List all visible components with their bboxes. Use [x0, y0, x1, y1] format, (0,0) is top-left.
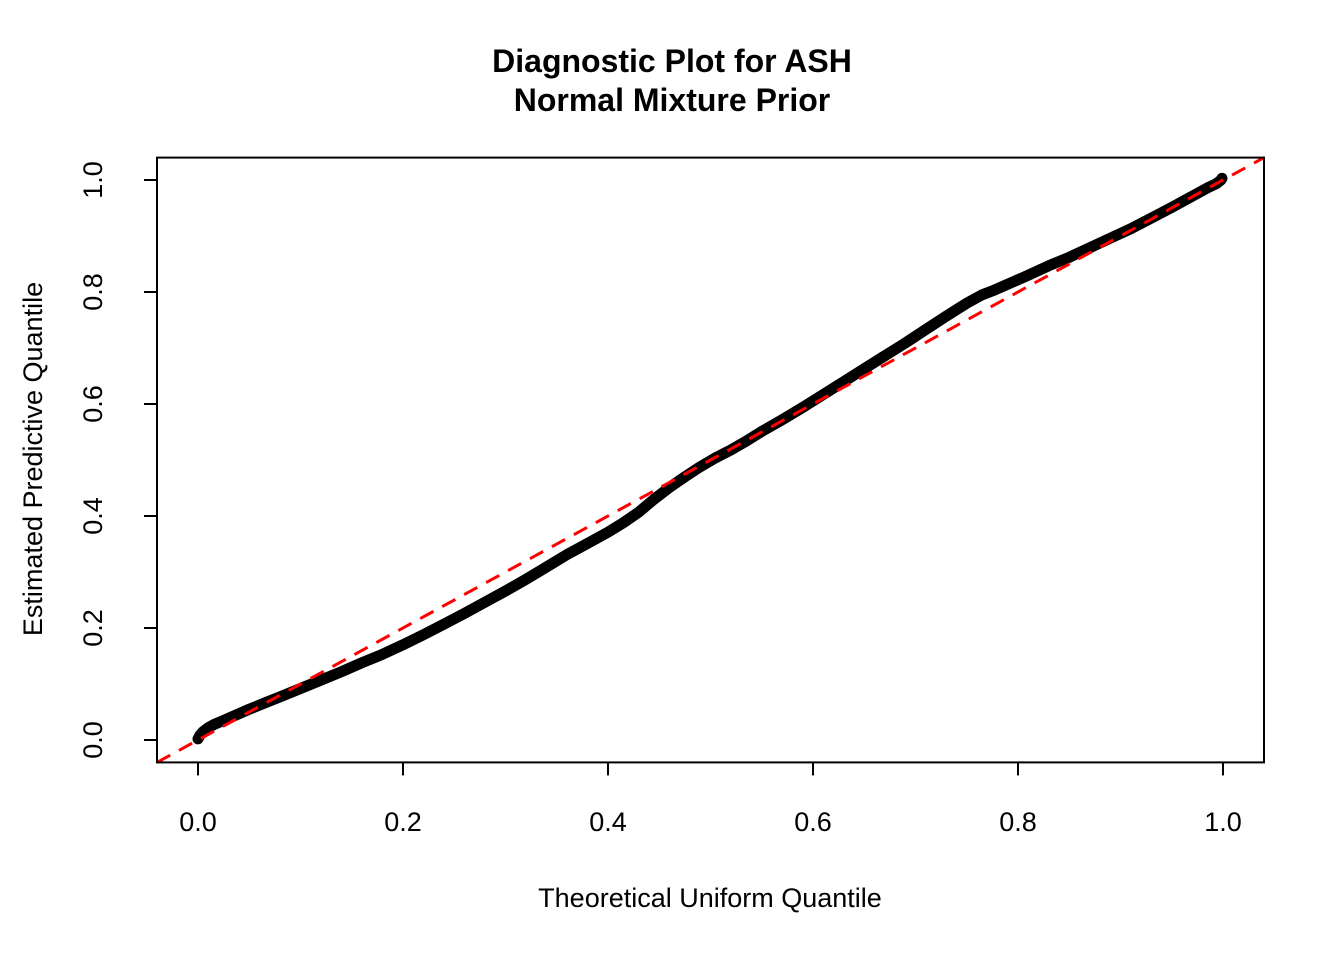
y-tick-label: 0.0 — [78, 721, 108, 759]
identity-reference-line — [156, 156, 1265, 764]
y-tick-label: 0.6 — [78, 385, 108, 423]
axes-layer: 0.0 0.2 0.4 0.6 0.8 1.0 0.0 0.2 0.4 0.6 0.8 1.0 — [78, 161, 1242, 837]
y-tick-label: 0.8 — [78, 273, 108, 311]
y-tick-label: 1.0 — [78, 161, 108, 199]
x-tick-label: 0.4 — [589, 807, 627, 837]
x-tick-label: 0.2 — [384, 807, 422, 837]
x-tick-label: 1.0 — [1204, 807, 1242, 837]
series-layer — [156, 156, 1265, 764]
estimated-predictive-quantiles — [192, 172, 1228, 745]
y-axis-label: Estimated Predictive Quantile — [18, 282, 48, 636]
frame-layer — [156, 156, 1265, 764]
x-axis-label: Theoretical Uniform Quantile — [538, 883, 882, 913]
plot-box — [156, 156, 1265, 764]
x-tick-label: 0.8 — [999, 807, 1037, 837]
x-tick-label: 0.0 — [179, 807, 217, 837]
chart-title-line1: Diagnostic Plot for ASH — [492, 43, 852, 79]
chart-title-line2: Normal Mixture Prior — [514, 82, 831, 118]
x-tick-label: 0.6 — [794, 807, 832, 837]
y-tick-label: 0.2 — [78, 609, 108, 647]
y-tick-label: 0.4 — [78, 497, 108, 535]
